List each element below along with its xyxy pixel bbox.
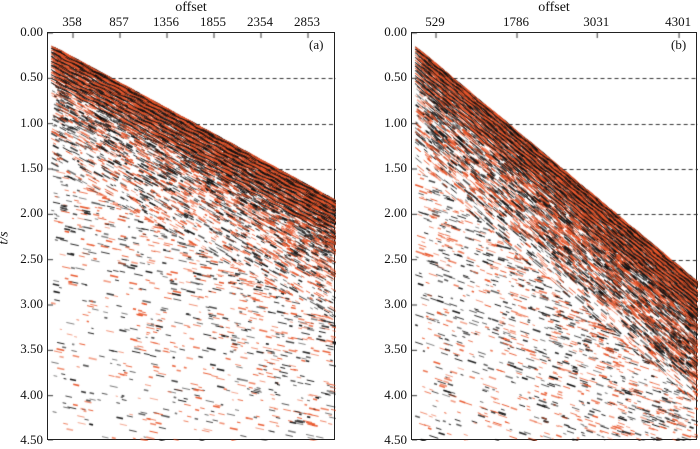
y-tick-label: 3.00	[20, 296, 43, 311]
y-tick-label: 3.50	[20, 341, 43, 357]
y-tick-label: 2.50	[20, 250, 43, 266]
y-tick-label: 1.00	[20, 114, 43, 130]
y-tick-label: 3.50	[384, 341, 407, 357]
x-tick-label: 1786	[503, 14, 529, 29]
panel-label: (b)	[671, 37, 687, 52]
x-tick-label: 529	[425, 14, 445, 29]
y-tick-label: 4.50	[20, 432, 43, 447]
x-axis-label: offset	[538, 0, 570, 15]
panel-label: (a)	[309, 37, 324, 52]
y-tick-label: 4.00	[384, 386, 407, 402]
y-tick-label: 1.00	[384, 114, 407, 130]
y-tick-label: 4.00	[20, 386, 43, 402]
x-tick-label: 1855	[200, 14, 226, 29]
wavefield-image	[412, 33, 698, 441]
y-tick-label: 0.00	[20, 24, 43, 39]
seismic-section	[47, 32, 336, 441]
y-tick-label: 0.50	[384, 69, 407, 85]
y-tick-label: 2.00	[384, 205, 407, 221]
y-axis-label: t/s	[0, 231, 12, 245]
y-tick-label: 1.50	[384, 160, 407, 175]
wavefield-image	[48, 33, 336, 441]
x-tick-label: 2853	[294, 14, 320, 29]
y-tick-label: 0.00	[384, 24, 407, 39]
x-tick-label: 3031	[583, 14, 610, 29]
seismic-section	[411, 32, 698, 441]
x-tick-label: 2354	[247, 14, 273, 29]
x-tick-label: 358	[62, 14, 82, 29]
x-tick-label: 857	[109, 14, 129, 29]
y-tick-label: 0.50	[20, 69, 43, 85]
x-tick-label: 4301	[665, 14, 692, 29]
y-tick-label: 4.50	[384, 432, 407, 447]
y-tick-label: 1.50	[20, 160, 43, 175]
y-tick-label: 2.00	[20, 205, 43, 221]
x-axis-label: offset	[175, 0, 207, 15]
y-tick-label: 2.50	[384, 250, 407, 266]
y-tick-label: 3.00	[384, 296, 407, 311]
x-tick-label: 1356	[153, 14, 179, 29]
